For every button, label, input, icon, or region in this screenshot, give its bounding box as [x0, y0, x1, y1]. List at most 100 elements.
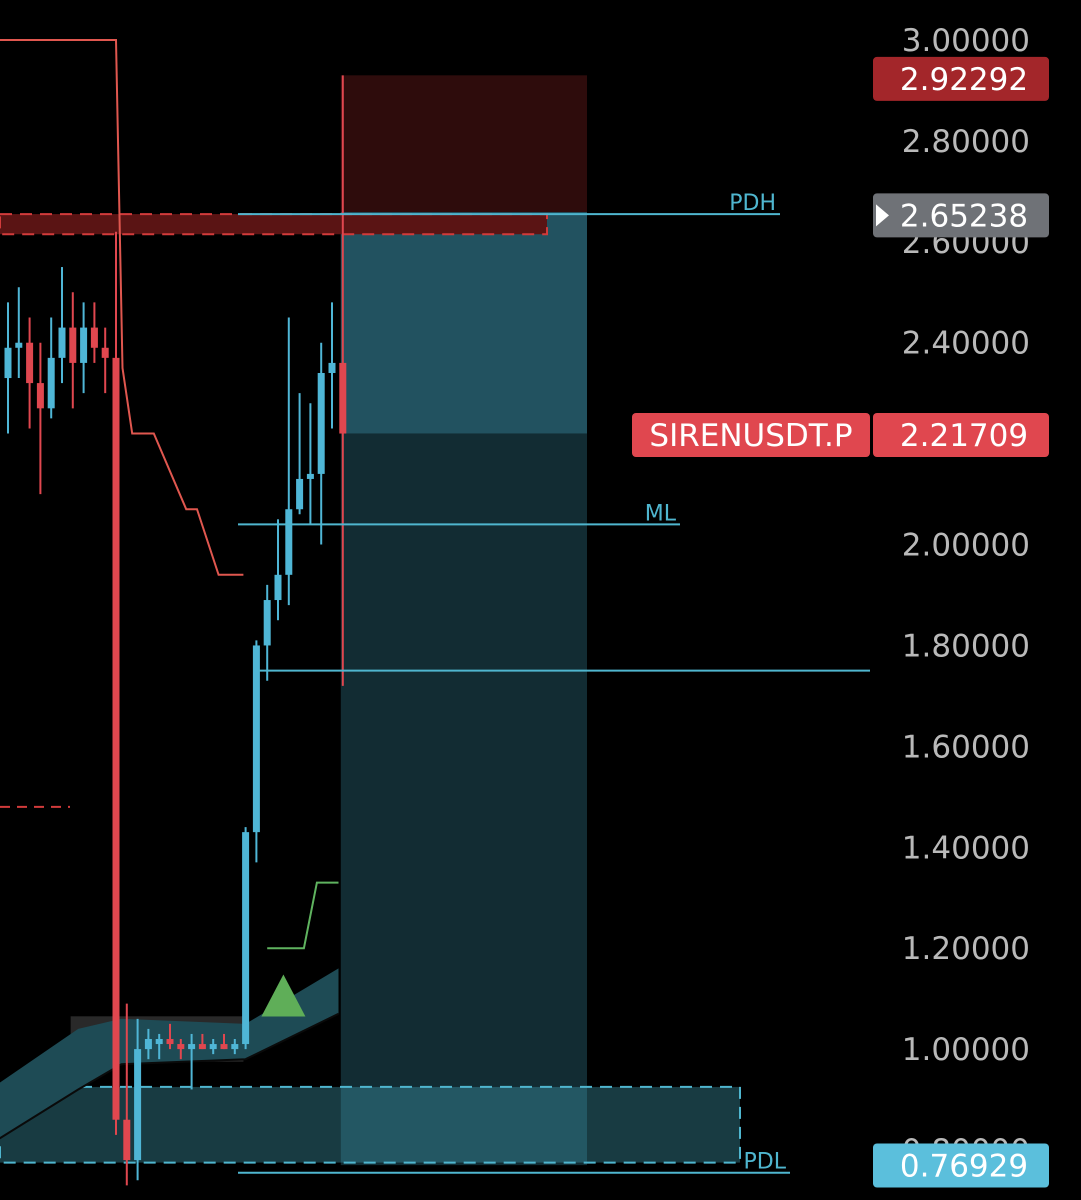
- y-tick-label: 1.80000: [902, 628, 1030, 664]
- candles: [4, 75, 347, 1186]
- candle: [220, 1033, 228, 1050]
- price-tag-label: 2.65238: [900, 198, 1028, 234]
- green-trend-line: [267, 881, 339, 950]
- candle: [112, 231, 120, 1135]
- candle: [306, 403, 314, 525]
- candle: [155, 1033, 163, 1060]
- candle-body: [242, 832, 250, 1045]
- symbol-tag: SIRENUSDT.P: [632, 413, 870, 458]
- candle: [26, 317, 34, 429]
- candle-body: [69, 327, 77, 363]
- price-tag: 2.92292: [873, 56, 1049, 101]
- candle-body: [80, 327, 88, 363]
- candle-body: [58, 327, 66, 358]
- candle: [231, 1039, 239, 1055]
- candle: [177, 1039, 185, 1060]
- price-tag-label: 2.92292: [900, 62, 1028, 98]
- price-tag: 2.65238: [873, 193, 1049, 238]
- candle: [252, 640, 260, 863]
- candle-body: [144, 1039, 152, 1050]
- level-label-pdl: PDL: [744, 1150, 787, 1175]
- candle: [209, 1039, 217, 1055]
- candle: [36, 342, 44, 495]
- candle: [123, 1003, 131, 1186]
- candle-body: [101, 347, 109, 358]
- ribbon-lower-edge: [0, 1012, 339, 1140]
- candle-body: [317, 373, 325, 474]
- candle-body: [166, 1039, 174, 1045]
- candle-body: [285, 509, 293, 575]
- candle: [101, 327, 109, 394]
- candle-body: [4, 347, 12, 379]
- candle: [296, 393, 304, 515]
- candle-body: [26, 342, 34, 384]
- price-tag-bg: [873, 1143, 1049, 1188]
- candle: [263, 584, 271, 681]
- price-tag: 0.76929: [873, 1143, 1049, 1188]
- candle-body: [15, 342, 23, 348]
- candle: [144, 1028, 152, 1060]
- take-profit-zone: [340, 433, 587, 1166]
- candle-body: [90, 327, 98, 348]
- price-tag-bg: [873, 56, 1049, 101]
- y-tick-label: 1.20000: [902, 931, 1030, 967]
- candle-body: [155, 1039, 163, 1045]
- y-tick-label: 3.00000: [902, 23, 1030, 59]
- entry-upper-zone: [340, 212, 587, 434]
- candle: [285, 317, 293, 606]
- y-tick-label: 1.40000: [902, 830, 1030, 866]
- candle-body: [177, 1044, 185, 1050]
- demand-zone: [0, 1085, 741, 1164]
- moving-average-ribbon: [0, 968, 339, 1140]
- price-tag-label: 2.21709: [900, 418, 1028, 454]
- candle-body: [209, 1044, 217, 1050]
- candle: [328, 302, 336, 429]
- candle: [198, 1033, 206, 1050]
- candle: [317, 342, 325, 545]
- zones-layer: [0, 75, 741, 1166]
- candle-body: [112, 357, 120, 1120]
- candle-body: [252, 645, 260, 833]
- candle: [4, 302, 12, 434]
- candle: [69, 292, 77, 409]
- candle-body: [328, 362, 336, 373]
- resistance-zone: [0, 213, 548, 236]
- candle: [80, 302, 88, 394]
- price-tags: 2.92292 2.65238 2.21709 0.76929 SIRENUSDT.P: [632, 56, 1049, 1188]
- symbol-tag-bg: [632, 413, 870, 458]
- y-tick-label: 1.60000: [902, 729, 1030, 765]
- candle: [242, 827, 250, 1050]
- price-axis: 3.000002.800002.600002.400002.000001.800…: [902, 23, 1030, 1169]
- candle-body: [296, 478, 304, 510]
- y-tick-label: 1.00000: [902, 1032, 1030, 1068]
- price-tag-bg: [873, 193, 1049, 238]
- symbol-tag-label: SIRENUSDT.P: [649, 418, 852, 454]
- buy-signal-triangle: [261, 974, 306, 1017]
- candle: [166, 1023, 174, 1050]
- candle: [47, 317, 55, 419]
- price-tag: 2.21709: [873, 413, 1049, 458]
- level-label-ml: ML: [645, 501, 677, 526]
- y-tick-label: 2.00000: [902, 528, 1030, 564]
- candle-body: [47, 357, 55, 409]
- level-lines: PDH ML PDL: [238, 191, 870, 1175]
- price-tag-label: 0.76929: [900, 1148, 1028, 1184]
- candle: [134, 1018, 142, 1181]
- candle-body: [220, 1044, 228, 1050]
- y-tick-label: 2.80000: [902, 124, 1030, 160]
- indicator-lines: [0, 39, 339, 950]
- candle-body: [306, 473, 314, 479]
- candle: [15, 287, 23, 379]
- candle-body: [274, 574, 282, 601]
- candle-body: [198, 1044, 206, 1050]
- candle: [90, 302, 98, 363]
- candle-body: [188, 1044, 196, 1050]
- candle: [188, 1033, 196, 1090]
- supertrend-line: [0, 39, 244, 576]
- candle: [58, 267, 66, 384]
- candle-body: [231, 1044, 239, 1050]
- price-tag-bg: [873, 413, 1049, 458]
- level-label-pdh: PDH: [729, 191, 776, 216]
- ribbon-fill: [0, 968, 339, 1139]
